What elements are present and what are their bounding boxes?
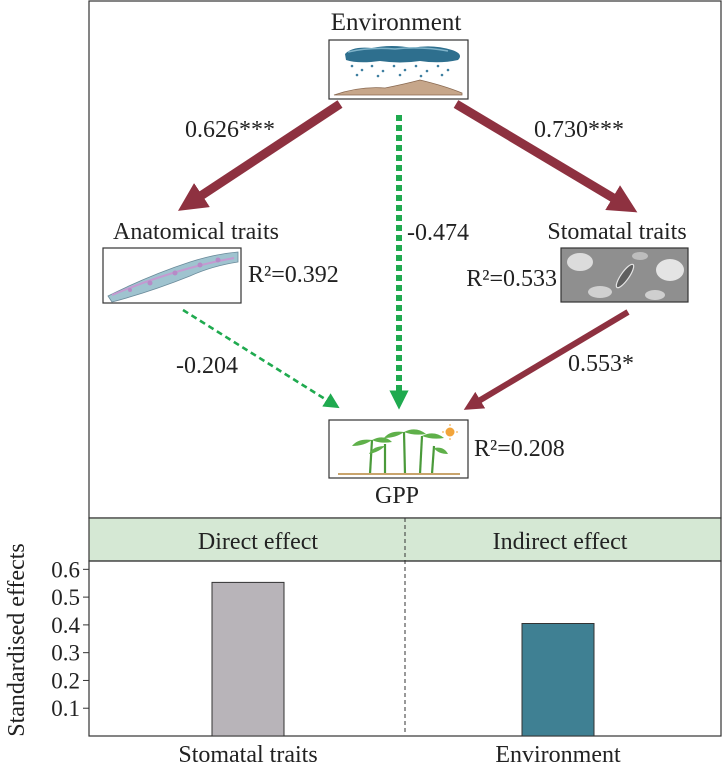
chart-frame — [88, 560, 722, 737]
bar-stomatal-traits — [211, 581, 285, 737]
node-stomatal-label: Stomatal traits — [547, 219, 686, 245]
bars — [211, 581, 595, 737]
coef-env-anatomical: 0.626*** — [185, 117, 275, 143]
coef-env-gpp: -0.474 — [407, 220, 469, 246]
node-gpp-label: GPP — [375, 483, 419, 509]
bamboo-gpp-icon — [328, 419, 469, 479]
stomata-sem-icon — [560, 247, 689, 303]
r2-anatomical: R²=0.392 — [248, 262, 339, 288]
x-tick-label: Stomatal traits — [178, 742, 317, 767]
r2-stomatal: R²=0.533 — [466, 266, 557, 292]
coef-env-stomatal: 0.730*** — [534, 117, 624, 143]
path-env-to-stomatal — [453, 100, 638, 213]
leaf-section-icon — [102, 247, 242, 304]
header-direct-effect: Direct effect — [198, 529, 318, 555]
y-axis-label: Standardised effects — [4, 543, 30, 737]
y-tick-label: 0.2 — [51, 668, 80, 693]
node-environment-label: Environment — [331, 9, 462, 36]
y-tick-label: 0.4 — [51, 613, 80, 638]
x-tick-label: Environment — [495, 742, 621, 767]
path-env-to-anatomical — [177, 100, 343, 211]
header-indirect-effect: Indirect effect — [493, 529, 628, 555]
y-tick-label: 0.1 — [51, 696, 80, 721]
environment-icon — [328, 39, 469, 100]
y-tick-label: 0.3 — [51, 641, 80, 666]
coef-anatomical-gpp: -0.204 — [176, 353, 238, 379]
y-tick-label: 0.6 — [51, 557, 80, 582]
bar-environment — [521, 623, 595, 737]
node-anatomical-label: Anatomical traits — [113, 219, 279, 245]
coef-stomatal-gpp: 0.553* — [568, 351, 634, 377]
r2-gpp: R²=0.208 — [474, 436, 565, 462]
effects-bar-chart: 0.1 0.20.3 0.4 0.5 0.6 Stomatal traits Enviro… — [4, 543, 722, 767]
path-stomatal-to-gpp — [463, 309, 630, 410]
y-axis-ticks: 0.1 0.20.3 0.4 0.5 0.6 — [51, 557, 89, 721]
y-tick-label: 0.5 — [51, 585, 80, 610]
x-axis-ticks: Stomatal traits Environment — [178, 742, 621, 767]
